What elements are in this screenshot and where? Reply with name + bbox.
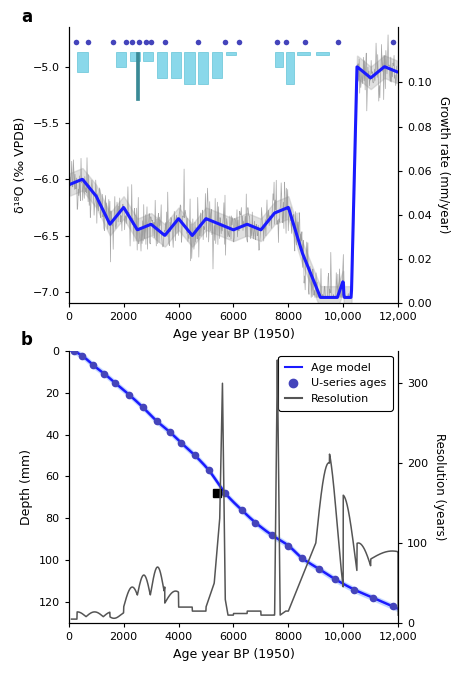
Bar <box>136 52 139 100</box>
Bar <box>316 52 329 55</box>
X-axis label: Age year BP (1950): Age year BP (1950) <box>173 648 294 661</box>
Bar <box>143 52 154 61</box>
Legend: Age model, U-series ages, Resolution: Age model, U-series ages, Resolution <box>278 356 392 411</box>
Bar <box>116 52 126 67</box>
Bar <box>157 52 167 78</box>
Bar <box>171 52 181 78</box>
X-axis label: Age year BP (1950): Age year BP (1950) <box>173 328 294 340</box>
Bar <box>129 52 140 61</box>
Y-axis label: Growth rate (mm/year): Growth rate (mm/year) <box>437 97 450 234</box>
Bar <box>77 52 88 72</box>
Y-axis label: Resolution (years): Resolution (years) <box>433 433 447 541</box>
Bar <box>226 52 236 55</box>
Bar <box>198 52 208 84</box>
Y-axis label: δ¹⁸O (‰ VPDB): δ¹⁸O (‰ VPDB) <box>14 117 27 213</box>
Bar <box>184 52 194 84</box>
Text: b: b <box>21 331 33 349</box>
Bar <box>297 52 310 55</box>
Bar <box>212 52 222 78</box>
Bar <box>286 52 293 84</box>
Bar <box>275 52 283 67</box>
Text: a: a <box>21 7 32 26</box>
Y-axis label: Depth (mm): Depth (mm) <box>20 449 33 525</box>
